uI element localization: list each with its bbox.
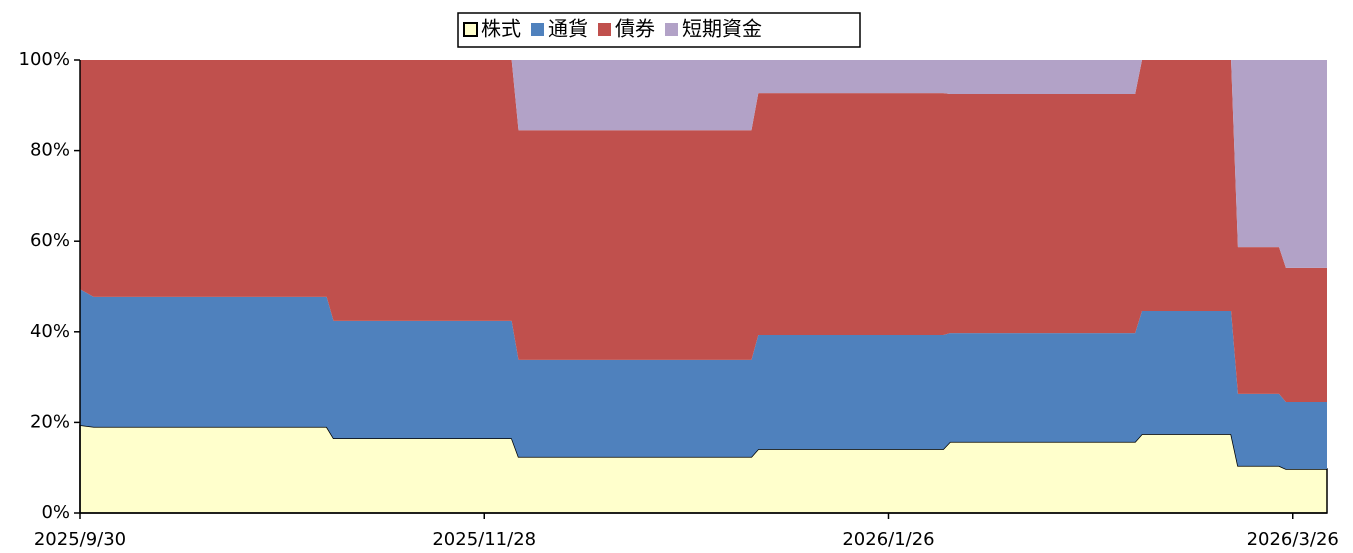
legend-label: 通貨 bbox=[548, 17, 588, 41]
legend-swatch bbox=[463, 22, 478, 37]
legend: 株式 通貨 債券 短期資金 bbox=[463, 17, 762, 41]
legend-label: 株式 bbox=[481, 17, 521, 41]
y-tick-label: 20% bbox=[30, 411, 70, 432]
y-tick-label: 40% bbox=[30, 321, 70, 342]
area bbox=[80, 60, 1327, 268]
axes: 0% 20% 40% 60% 80% 100% 2025/9/30 2025/11/28 202… bbox=[19, 49, 1339, 550]
area bbox=[80, 60, 1327, 403]
areas bbox=[79, 60, 1328, 514]
y-tick-label: 0% bbox=[41, 502, 70, 523]
legend-label: 債券 bbox=[615, 17, 655, 41]
x-tick-label: 2025/9/30 bbox=[34, 529, 126, 550]
area bbox=[80, 289, 1327, 470]
y-tick-label: 80% bbox=[30, 140, 70, 161]
y-tick-label: 60% bbox=[30, 230, 70, 251]
legend-swatch bbox=[531, 23, 544, 36]
x-tick-label: 2025/11/28 bbox=[432, 529, 536, 550]
legend-swatch bbox=[665, 23, 678, 36]
legend-swatch bbox=[598, 23, 611, 36]
x-tick-label: 2026/1/26 bbox=[842, 529, 934, 550]
legend-label: 短期資金 bbox=[682, 17, 762, 41]
x-tick-label: 2026/3/26 bbox=[1247, 529, 1339, 550]
legend-box bbox=[457, 12, 861, 48]
y-tick-label: 100% bbox=[19, 49, 70, 70]
